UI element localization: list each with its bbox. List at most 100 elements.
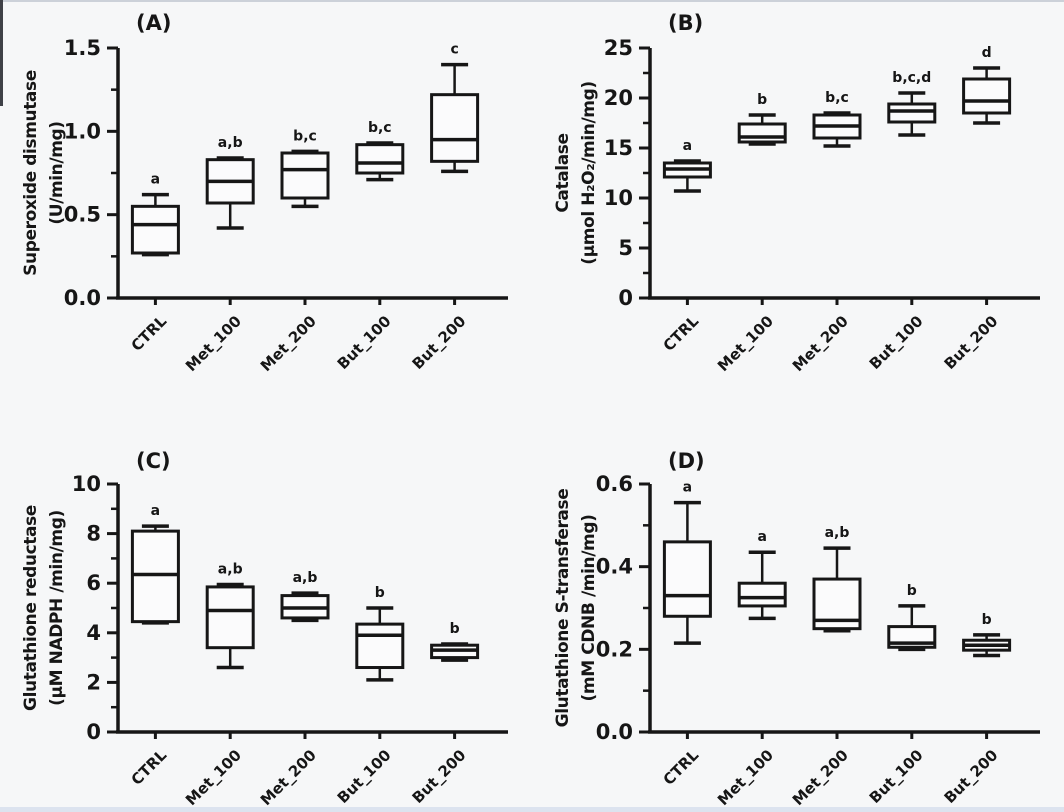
x-category-label: Met_200 [257, 746, 320, 809]
box-CTRL: a [130, 172, 180, 257]
significance-letters: b,c [293, 128, 317, 144]
y-axis-title-line1: Glutathione reductase [21, 505, 41, 711]
box-Met_100: a,b [205, 561, 255, 670]
significance-letters: b,c [368, 120, 392, 136]
box-Met_100: a [737, 529, 787, 621]
x-category-label: Met_100 [714, 312, 777, 375]
y-axis-title-line2: (µmol H₂O₂/min/mg) [579, 81, 599, 265]
x-category-label: But_200 [409, 312, 470, 373]
y-tick-label: 0.0 [596, 720, 633, 744]
x-category-label: But_100 [334, 746, 395, 807]
box-CTRL: a [662, 138, 712, 193]
y-tick-label: 0.4 [596, 555, 633, 579]
x-category-label: CTRL [128, 746, 171, 789]
box-But_100: b,c [355, 120, 405, 182]
significance-letters: a [683, 480, 692, 496]
panel-b-catalase: 0 5 10 15 20 25 (B) Catalase (µmol H₂O₂/min/mg) a… [532, 0, 1064, 406]
y-tick-label: 15 [604, 136, 633, 160]
box-Met_100: b [737, 92, 787, 146]
box-But_200: b [430, 621, 480, 662]
y-tick-label: 25 [604, 36, 633, 60]
y-tick-label: 0.2 [596, 637, 633, 661]
box-Met_200: b,c [280, 128, 330, 209]
significance-letters: b [375, 585, 385, 601]
significance-letters: b,c,d [892, 70, 931, 86]
boxplot-svg-d: 0.0 0.2 0.4 0.6 (D) Glutathione S-transferase… [553, 449, 1040, 809]
panel-label: (B) [668, 11, 703, 35]
box-But_200: c [430, 42, 480, 174]
y-tick-label: 0.6 [596, 472, 633, 496]
y-axis-title-line1: Glutathione S-transferase [553, 489, 573, 728]
panel-label: (D) [668, 449, 705, 473]
box-Met_200: b,c [812, 90, 862, 148]
significance-letters: b [757, 92, 767, 108]
box-But_100: b [887, 583, 937, 652]
box-But_100: b,c,d [887, 70, 937, 137]
significance-letters: a,b [293, 570, 318, 586]
x-category-label: CTRL [128, 312, 171, 355]
panel-label: (A) [136, 11, 171, 35]
y-tick-label: 10 [72, 472, 101, 496]
box-But_100: b [355, 585, 405, 682]
y-tick-label: 1.5 [64, 36, 101, 60]
significance-letters: b [907, 583, 917, 599]
box-Met_200: a,b [280, 570, 330, 623]
panel-a-superoxide-dismutase: 0.0 0.5 1.0 1.5 (A) Superoxide dismutase (U/mi… [0, 0, 532, 406]
y-axis-title-line1: Superoxide dismutase [21, 70, 41, 276]
y-axis-title-line1: Catalase [553, 133, 573, 212]
significance-letters: c [450, 42, 458, 58]
x-category-label: But_100 [866, 312, 927, 373]
x-category-label: Met_100 [182, 746, 245, 809]
box-Met_200: a,b [812, 525, 862, 633]
significance-letters: a,b [825, 525, 850, 541]
x-category-label: Met_200 [257, 312, 320, 375]
panel-d-glutathione-s-transferase: 0.0 0.2 0.4 0.6 (D) Glutathione S-transferase… [532, 406, 1064, 812]
significance-letters: a [151, 172, 160, 188]
significance-letters: d [982, 45, 992, 61]
y-tick-label: 0 [618, 286, 633, 310]
significance-letters: b,c [825, 90, 849, 106]
y-tick-label: 4 [86, 621, 101, 645]
boxplot-svg-b: 0 5 10 15 20 25 (B) Catalase (µmol H₂O₂/min/mg) a… [553, 11, 1040, 375]
box-CTRL: a [662, 480, 712, 645]
x-category-label: But_100 [866, 746, 927, 807]
boxplot-svg-a: 0.0 0.5 1.0 1.5 (A) Superoxide dismutase (U/mi… [21, 11, 508, 375]
box-But_200: d [962, 45, 1012, 125]
y-tick-label: 1.0 [64, 119, 101, 143]
x-category-label: But_200 [941, 312, 1002, 373]
x-category-label: CTRL [660, 312, 703, 355]
x-category-label: CTRL [660, 746, 703, 789]
x-category-label: But_200 [409, 746, 470, 807]
significance-letters: a,b [218, 561, 243, 577]
significance-letters: a [683, 138, 692, 154]
significance-letters: a,b [218, 135, 243, 151]
box-But_200: b [962, 612, 1012, 658]
boxplot-svg-c: 0 2 4 6 8 10 (C) Glutathione reductase (µM NADPH… [21, 449, 508, 809]
x-category-label: Met_100 [182, 312, 245, 375]
x-category-label: Met_200 [789, 312, 852, 375]
significance-letters: b [450, 621, 460, 637]
y-tick-label: 2 [86, 670, 101, 694]
y-tick-label: 6 [86, 571, 101, 595]
y-axis-title-line2: (µM NADPH /min/mg) [47, 510, 67, 706]
x-category-label: Met_100 [714, 746, 777, 809]
panel-label: (C) [136, 449, 171, 473]
significance-letters: a [151, 503, 160, 519]
x-category-label: Met_200 [789, 746, 852, 809]
x-category-label: But_200 [941, 746, 1002, 807]
y-tick-label: 0.0 [64, 286, 101, 310]
box-Met_100: a,b [205, 135, 255, 230]
y-tick-label: 5 [618, 236, 633, 260]
x-category-label: But_100 [334, 312, 395, 373]
y-tick-label: 0.5 [64, 203, 101, 227]
y-tick-label: 0 [86, 720, 101, 744]
box-CTRL: a [130, 503, 180, 625]
panel-c-glutathione-reductase: 0 2 4 6 8 10 (C) Glutathione reductase (µM NADPH… [0, 406, 532, 812]
y-axis-title-line2: (mM CDNB /min/mg) [579, 515, 599, 702]
significance-letters: b [982, 612, 992, 628]
y-axis-title-line2: (U/min/mg) [47, 121, 67, 224]
y-tick-label: 10 [604, 186, 633, 210]
y-tick-label: 20 [604, 86, 633, 110]
y-tick-label: 8 [86, 522, 101, 546]
